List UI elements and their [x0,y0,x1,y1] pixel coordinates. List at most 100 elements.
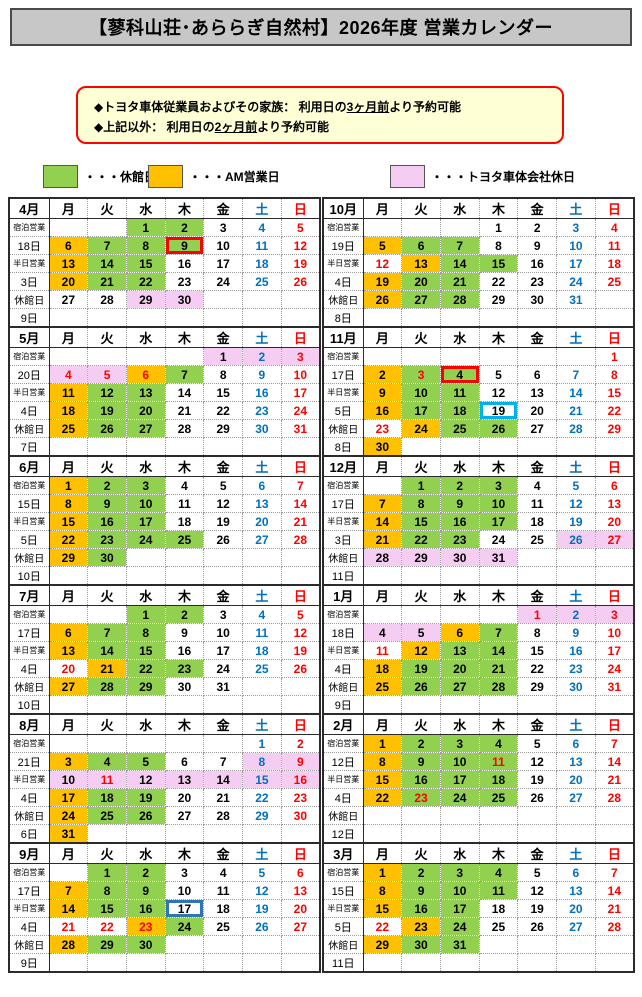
day-cell [556,308,596,328]
legend-item-closed: ・・・休館日 [43,165,156,188]
weekday-header: 金 [203,197,244,219]
day-cell [556,347,596,366]
day-cell [401,695,441,715]
day-cell: 24 [125,530,166,549]
weekday-header: 日 [594,842,635,864]
day-cell [478,806,519,825]
legend-label-toyota-holiday: ・・・トヨタ車体会社休日 [431,170,576,184]
weekday-header: 日 [280,326,321,348]
day-cell: 3 [439,734,480,753]
day-cell: 5 [203,476,244,495]
day-cell: 30 [517,290,558,309]
calendar-right-column: 10月月火水木金土日宿泊営業 1 2 3 4 19日 5 6 7 8 9 10 11 半日営業 12 13 14… [322,197,635,973]
day-cell [594,695,635,715]
day-cell: 7 [362,494,403,513]
weekday-header: 木 [164,713,205,735]
weekday-header: 金 [203,713,244,735]
weekday-header: 日 [280,584,321,606]
calendar-left-column: 4月月火水木金土日宿泊営業 1 2 3 4 5 18日 6 7 8 9 10 11 12 半日営業 13 14 1… [8,197,321,973]
day-cell: 22 [125,272,166,291]
weekday-header: 水 [439,713,480,735]
day-cell: 14 [164,383,205,402]
day-cell [439,695,480,715]
day-cell [87,308,127,328]
day-cell [517,566,558,586]
row-label: 11日 [322,566,364,586]
day-cell: 19 [401,659,441,678]
day-cell: 5 [280,605,321,624]
weekday-header: 木 [164,455,205,477]
day-cell: 19 [362,272,403,291]
day-cell: 13 [164,770,205,789]
row-label: 半日営業 [8,770,50,789]
weekday-header: 日 [280,842,321,864]
row-label: 5日 [322,917,364,936]
day-cell [242,308,282,328]
day-cell: 11 [362,641,403,660]
day-cell [517,437,558,457]
weekday-header: 土 [556,713,596,735]
weekday-header: 水 [125,455,166,477]
weekday-header: 土 [242,455,282,477]
weekday-header: 水 [125,842,166,864]
day-cell: 29 [203,419,244,438]
day-cell: 14 [280,494,321,513]
day-cell: 18 [594,254,635,273]
row-label: 休館日 [322,677,364,696]
day-cell: 3 [439,863,480,882]
day-cell: 29 [517,677,558,696]
day-cell: 16 [164,641,205,660]
day-cell [556,806,596,825]
weekday-header: 月 [48,197,89,219]
day-cell: 20 [280,899,321,918]
row-label: 4日 [322,788,364,807]
day-cell: 30 [556,677,596,696]
weekday-header: 土 [556,842,596,864]
day-cell: 20 [556,899,596,918]
day-cell: 6 [594,476,635,495]
day-cell: 14 [362,512,403,531]
day-cell: 13 [401,254,441,273]
day-cell: 16 [242,383,282,402]
day-cell [362,218,403,237]
day-cell: 15 [203,383,244,402]
day-cell: 30 [242,419,282,438]
day-cell: 16 [125,899,166,918]
day-cell [125,437,166,457]
row-label: 半日営業 [8,641,50,660]
row-label: 休館日 [8,935,50,954]
day-cell: 15 [362,770,403,789]
row-label: 17日 [8,623,50,642]
day-cell [594,806,635,825]
day-cell [439,605,480,624]
day-cell [164,548,205,567]
day-cell: 11 [478,881,519,900]
weekday-header: 土 [556,197,596,219]
day-cell: 25 [242,272,282,291]
day-cell: 24 [48,806,89,825]
day-cell: 11 [48,383,89,402]
day-cell [362,824,403,844]
day-cell: 16 [556,641,596,660]
page-title: 【蓼科山荘･あららぎ自然村】2026年度 営業カレンダー [10,8,632,46]
day-cell: 6 [242,476,282,495]
day-cell: 4 [242,605,282,624]
day-cell: 30 [401,935,441,954]
day-cell: 6 [556,863,596,882]
row-label: 10日 [8,695,50,715]
day-cell [164,437,205,457]
day-cell: 10 [164,881,205,900]
closed-day-swatch [43,165,78,188]
day-cell [164,734,205,753]
day-cell [401,953,441,973]
day-cell [362,566,403,586]
weekday-header: 木 [164,326,205,348]
day-cell [517,548,558,567]
day-cell: 1 [517,605,558,624]
day-cell [478,605,519,624]
day-cell: 3 [164,863,205,882]
day-cell: 25 [439,419,480,438]
day-cell [125,308,166,328]
day-cell [203,290,244,309]
day-cell [401,824,441,844]
